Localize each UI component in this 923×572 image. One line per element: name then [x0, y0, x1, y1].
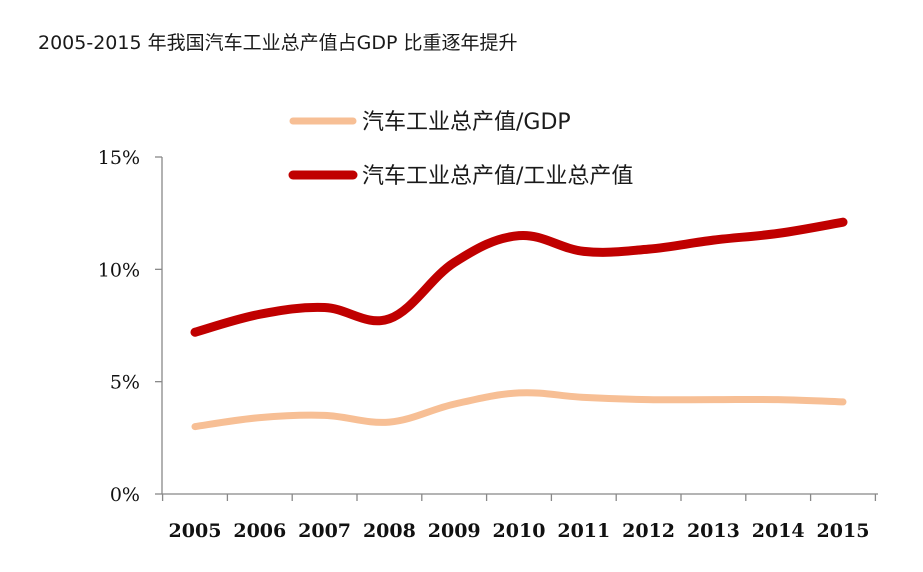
x-tick-label: 2012 — [622, 520, 675, 542]
gdp-ratio-point — [259, 417, 261, 419]
x-tick-label: 2014 — [752, 520, 805, 542]
y-tick-label: 0% — [110, 484, 140, 506]
gdp-ratio-point — [842, 401, 844, 403]
industry-ratio-point — [842, 221, 844, 223]
y-tick-label: 5% — [110, 372, 140, 394]
gdp-ratio-point — [712, 399, 714, 401]
gdp-ratio-point — [648, 399, 650, 401]
x-tick-label: 2006 — [233, 520, 286, 542]
industry-ratio-point — [712, 239, 714, 241]
series-line-industry-ratio — [190, 217, 848, 337]
x-tick-label: 2010 — [493, 520, 546, 542]
y-tick-label: 15% — [98, 147, 140, 169]
x-tick-label: 2008 — [363, 520, 416, 542]
x-tick-label: 2015 — [817, 520, 870, 542]
industry-ratio-point — [518, 235, 520, 237]
x-tick-labels: 2005 2006 2007 2008 2009 2010 2011 2012 2013 2014… — [169, 520, 870, 542]
gdp-ratio-point — [777, 399, 779, 401]
x-tick-label: 2013 — [687, 520, 740, 542]
x-tick-label: 2007 — [298, 520, 351, 542]
gdp-ratio-point — [518, 392, 520, 394]
page-title: 2005-2015 年我国汽车工业总产值占GDP 比重逐年提升 — [38, 32, 518, 54]
x-tick-label: 2011 — [557, 520, 610, 542]
legend-label-gdp-ratio: 汽车工业总产值/GDP — [362, 110, 571, 135]
industry-ratio-point — [453, 262, 455, 264]
industry-ratio-point — [259, 313, 261, 315]
gdp-ratio-point — [583, 396, 585, 398]
series-lines — [190, 217, 848, 431]
industry-ratio-point — [583, 250, 585, 252]
chart-axes — [155, 156, 878, 501]
chart-legend: 汽车工业总产值/GDP 汽车工业总产值/工业总产值 — [288, 110, 633, 189]
x-tick-label: 2009 — [428, 520, 481, 542]
y-tick-labels: 0% 5% 10% 15% — [98, 147, 140, 506]
gdp-ratio-point — [194, 426, 196, 428]
x-tick-label: 2005 — [169, 520, 222, 542]
industry-ratio-point — [648, 248, 650, 250]
industry-ratio-point — [194, 331, 196, 333]
series-line-gdp-ratio — [191, 389, 847, 431]
gdp-ratio-point — [324, 414, 326, 416]
industry-ratio-point — [324, 307, 326, 309]
industry-ratio-point — [388, 318, 390, 320]
legend-label-industry-ratio: 汽车工业总产值/工业总产值 — [362, 164, 633, 189]
gdp-ratio-point — [453, 403, 455, 405]
industry-ratio-point — [777, 232, 779, 234]
y-tick-label: 10% — [98, 259, 140, 281]
gdp-ratio-point — [388, 421, 390, 423]
